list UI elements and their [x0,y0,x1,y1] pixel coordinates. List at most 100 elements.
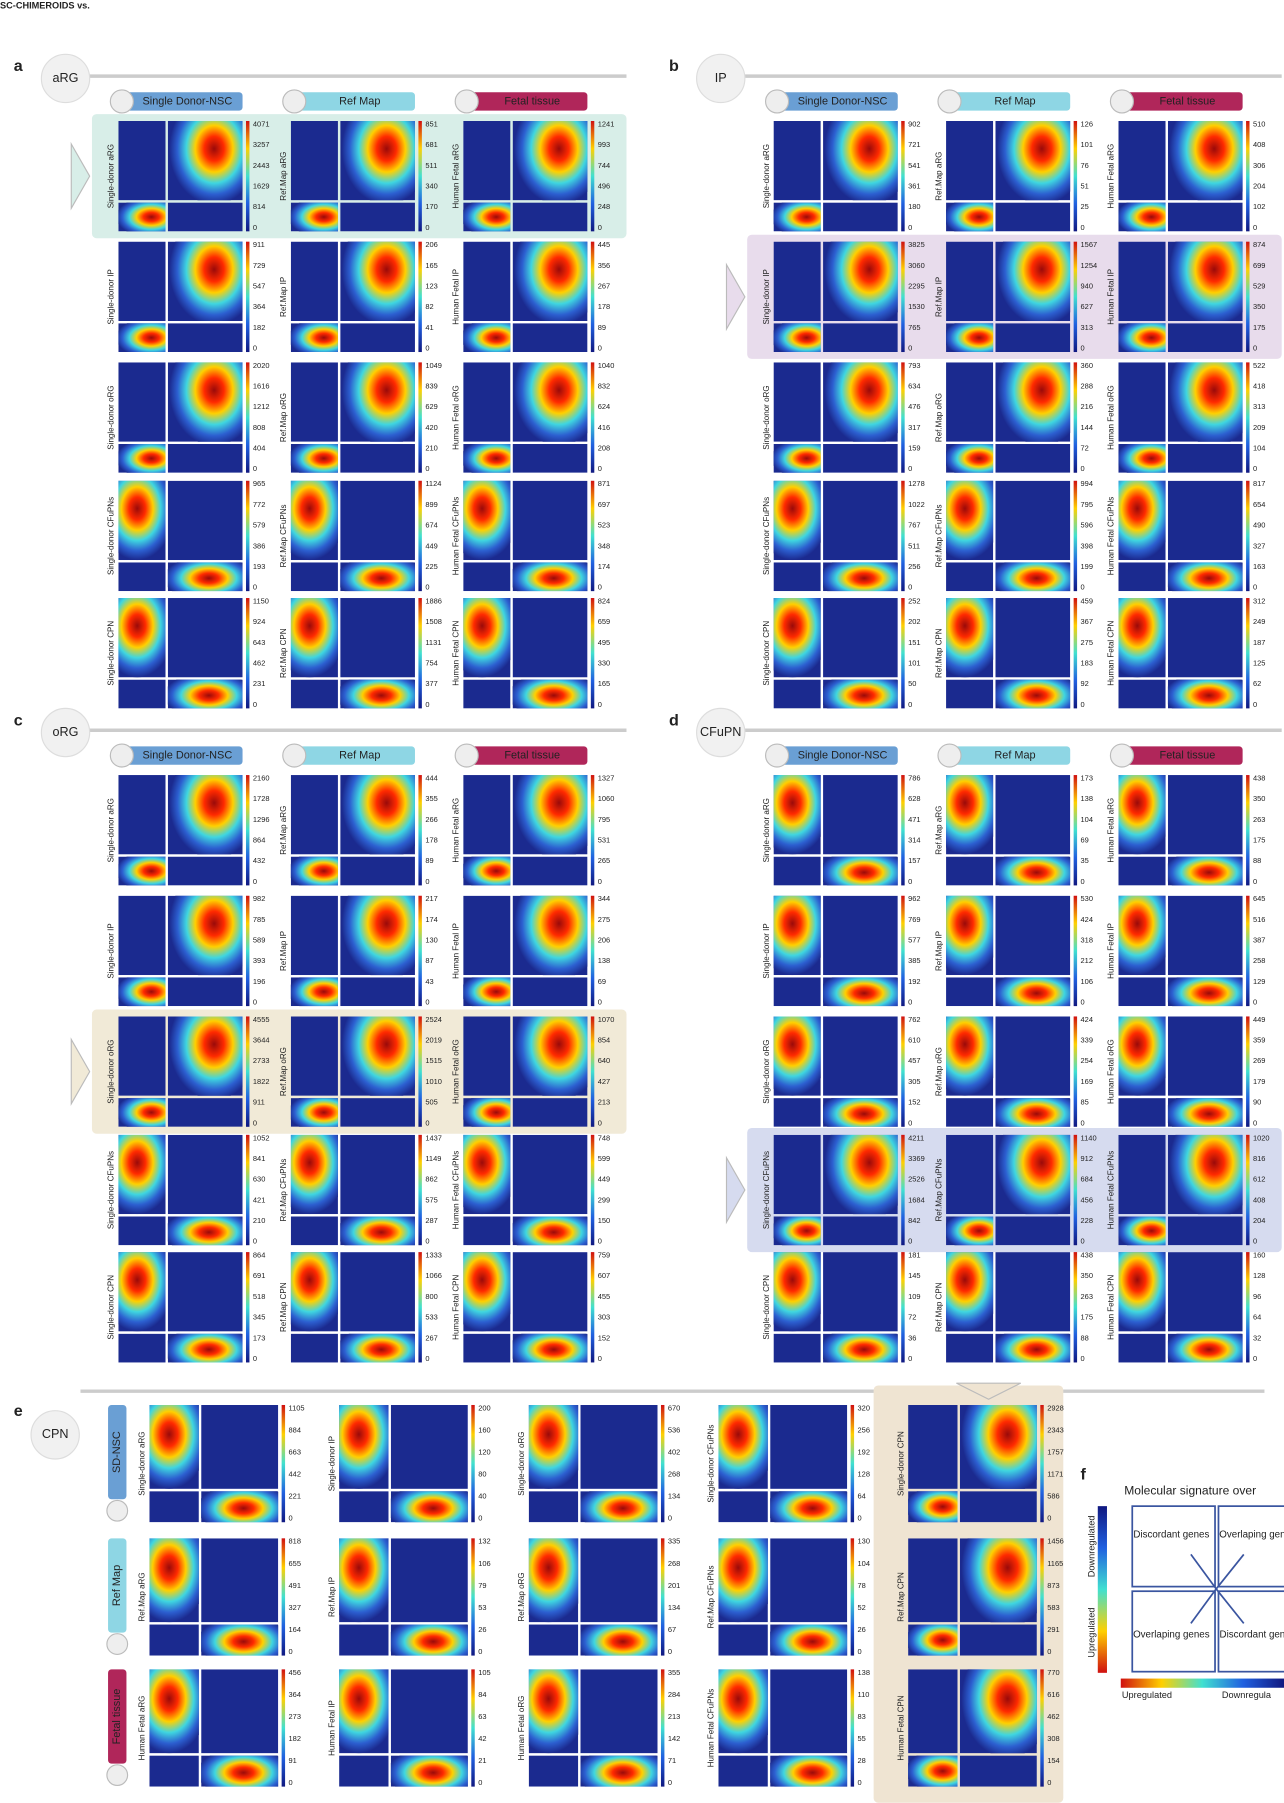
heatmap-quadrant [118,1252,166,1332]
colorbar-tick-label: 130 [425,936,437,945]
quadrant-bg [290,241,338,321]
column-pill [951,92,1071,111]
colorbar-tick-label: 795 [1081,500,1093,509]
heatmap-quadrant [770,1404,848,1489]
density-blob [946,443,994,473]
colorbar-tick-label: 152 [598,1333,610,1342]
colorbar-tick-label: 589 [253,936,265,945]
heatmap-y-label: Single-donor oRG [517,1431,526,1495]
heatmap: 786 628 471 314 157 0 Single-donor aRG [762,773,921,886]
colorbar-tick-label: 393 [253,956,265,965]
colorbar-tick-label: 287 [425,1216,437,1225]
colorbar-tick-label: 160 [1253,1251,1265,1260]
heatmap-quadrant [149,1404,199,1489]
colorbar-tick-label: 577 [908,936,920,945]
heatmap-quadrant [959,1624,1037,1656]
colorbar-tick-label: 1254 [1081,261,1098,270]
density-blob [463,202,511,232]
quadrant-box [1131,1505,1216,1588]
heatmap-quadrant [463,362,511,442]
colorbar-tick-label: 35 [1081,856,1089,865]
colorbar-tick-label: 72 [1081,444,1089,453]
quadrant-bg [995,1016,1071,1096]
density-blob [463,480,511,561]
colorbar-tick-label: 0 [908,877,912,886]
colorbar-tick-label: 729 [253,261,265,270]
colorbar-tick-label: 911 [253,1098,265,1107]
heatmap-y-label: Ref.Map IP [327,1577,336,1617]
quadrant-bg [1167,480,1243,561]
heatmap-quadrant [1118,480,1166,561]
density-blob [167,679,243,709]
colorbar [1246,362,1250,473]
heatmap-quadrant [201,1669,279,1754]
density-blob [946,202,994,232]
heatmap-y-label: Ref.Map IP [279,931,288,971]
heatmap-quadrant [718,1624,768,1656]
colorbar [245,1134,250,1246]
quadrant-bg [580,1538,658,1623]
colorbar-tick-label: 516 [1253,915,1265,924]
heatmap-quadrant [118,1134,166,1215]
heatmap-quadrant [290,598,338,678]
heatmap-quadrant [773,241,821,321]
heatmap-quadrant [1167,323,1243,353]
quadrant-bg [770,1404,848,1489]
colorbar-tick-label: 1020 [1253,1133,1270,1142]
heatmap-quadrant [167,1098,243,1127]
colorbar-tick-label: 327 [289,1603,301,1612]
column-header: Ref Map [994,749,1035,761]
heatmap-quadrant [946,323,994,353]
heatmap-quadrant [340,202,415,232]
quadrant-bg [908,1669,958,1754]
density-blob [512,562,588,592]
quadrant-bg [1118,362,1166,442]
colorbar-tick-label: 596 [1081,521,1093,530]
colorbar-tick-label: 2343 [1047,1425,1064,1434]
colorbar-tick-label: 2160 [253,773,270,782]
heatmap-quadrant [823,775,898,855]
heatmap-y-label: Human Fetal CPN [1107,1274,1116,1339]
heatmap: 1333 1066 800 533 267 0 Ref.Map CPN [279,1251,442,1363]
colorbar [590,120,595,232]
colorbar-tick-label: 2020 [253,361,270,370]
colorbar-tick-label: 154 [1047,1756,1059,1765]
heatmap-quadrant [340,120,415,201]
colorbar-tick-label: 350 [1081,1271,1093,1280]
density-blob [118,202,166,232]
heatmap-quadrant [118,977,166,1007]
colorbar-tick-label: 355 [425,794,437,803]
density-blob [908,1491,958,1523]
colorbar-tick-label: 80 [478,1470,486,1479]
heatmap-y-label: Ref.Map aRG [934,806,943,855]
quadrant-bg [995,1252,1071,1332]
colorbar-tick-label: 123 [425,281,437,290]
colorbar-tick-label: 387 [1253,936,1265,945]
quadrant-bg [823,202,898,232]
heatmap-quadrant [946,241,994,321]
heatmap-quadrant [946,598,994,678]
quadrant-bg [946,1134,994,1215]
colorbar-tick-label: 313 [1253,402,1265,411]
colorbar-tick-label: 72 [908,1313,916,1322]
colorbar-tick-label: 87 [425,956,433,965]
colorbar-tick-label: 0 [478,1514,482,1523]
row-header: Ref Map [111,1565,123,1606]
heatmap-y-label: Ref.Map aRG [138,1572,147,1621]
quadrant-bg [201,1404,279,1489]
heatmap: 1049 839 629 420 210 0 Ref.Map oRG [279,361,442,473]
quadrant-bg [823,598,898,678]
heatmap-y-label: Ref.Map CPN [279,628,288,678]
colorbar [901,895,905,1007]
colorbar-tick-label: 335 [668,1537,680,1546]
pill-icon [109,743,134,768]
density-blob [514,895,588,976]
quadrant-bg [995,895,1071,976]
colorbar [590,480,595,592]
pill-icon [454,743,479,768]
colorbar [590,895,595,1007]
heatmap-quadrant [823,1216,898,1246]
colorbar-tick-label: 360 [1081,361,1093,370]
colorbar-tick-label: 109 [908,1292,920,1301]
colorbar-tick-label: 150 [598,1216,610,1225]
